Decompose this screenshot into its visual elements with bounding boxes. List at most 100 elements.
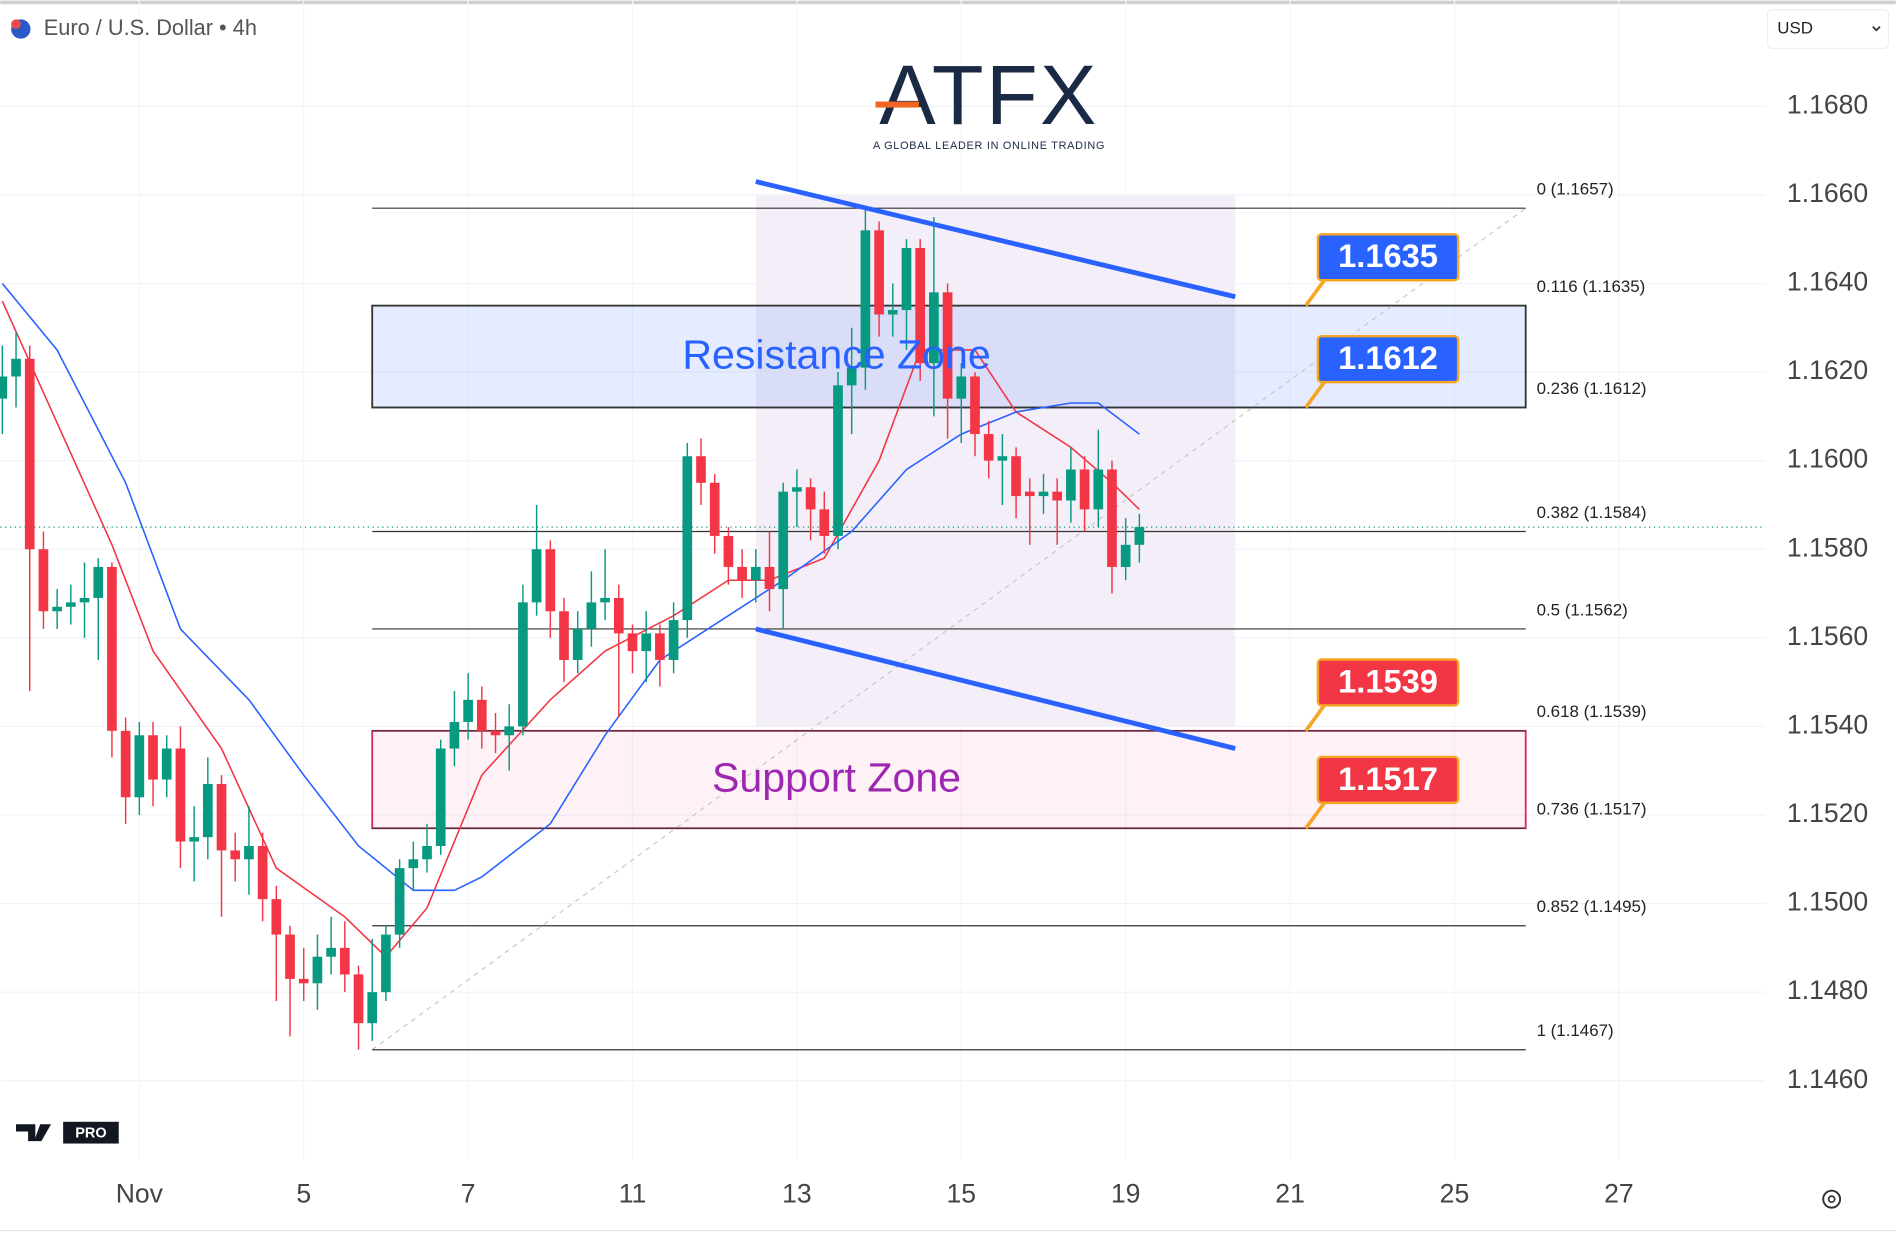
fib-level-label: 1 (1.1467) [1537, 1021, 1614, 1040]
price-tag-pointer [1304, 800, 1327, 830]
candle-body [79, 597, 90, 603]
candle-body [518, 602, 528, 727]
candle-body [531, 549, 542, 603]
candle-body [175, 748, 186, 842]
candle-body [956, 376, 967, 399]
price-tag [1316, 233, 1460, 282]
candle-body [504, 726, 515, 736]
candle-body [1066, 469, 1076, 501]
candle-body [1107, 469, 1117, 567]
candle-body [860, 230, 871, 368]
candle-body [0, 376, 8, 399]
candle-body [1079, 469, 1090, 510]
candle-body [887, 310, 898, 315]
candle-body [381, 934, 391, 993]
candle-body [723, 535, 734, 567]
x-tick-label: 5 [296, 1179, 311, 1209]
candle-body [422, 845, 432, 860]
y-tick-label: 1.1600 [1787, 444, 1868, 474]
candle-body [490, 730, 501, 736]
candle-body [709, 482, 720, 536]
candle-body [874, 230, 884, 315]
candle-body [846, 367, 857, 386]
candle-body [52, 606, 62, 612]
price-tag-pointer [1304, 277, 1327, 307]
price-tag [1316, 658, 1460, 707]
price-tag-label: 1.1539 [1338, 662, 1438, 699]
y-tick-label: 1.1620 [1787, 355, 1868, 385]
candle-body [38, 549, 49, 612]
candle-body [915, 248, 926, 364]
price-tag [1316, 755, 1460, 805]
fib-level-label: 0.736 (1.1517) [1537, 800, 1647, 819]
candle-body [120, 730, 131, 798]
y-tick-label: 1.1480 [1787, 975, 1868, 1005]
background-layer [0, 105, 1766, 1082]
candle-body [367, 992, 378, 1024]
candle-body [600, 597, 610, 603]
candle-body [298, 978, 309, 984]
candle-body [463, 699, 473, 722]
candle-body [1134, 527, 1145, 545]
candle-body [353, 974, 364, 1024]
candle-body [394, 868, 405, 935]
channel-trendline [755, 179, 1236, 300]
candle-body [737, 566, 747, 581]
candle-body [668, 620, 679, 660]
candle-body [970, 376, 980, 435]
candle-body [189, 837, 199, 842]
candle-body [1120, 544, 1131, 567]
candle-body [285, 934, 295, 979]
logo-accent [875, 101, 919, 108]
main-layer [0, 208, 1145, 1050]
y-tick-label: 1.1520 [1787, 798, 1868, 828]
candle-body [449, 721, 460, 749]
fib-level-label: 0.618 (1.1539) [1537, 702, 1647, 721]
currency-label[interactable]: USD [1777, 18, 1813, 37]
candle-body [901, 248, 912, 311]
candle-body [572, 628, 583, 660]
candle-body [942, 292, 953, 399]
candle-body [257, 845, 268, 900]
y-tick-label: 1.1560 [1787, 621, 1868, 651]
candle-body [750, 566, 761, 581]
candle-body [764, 566, 775, 590]
candle-body [271, 899, 282, 935]
candle-body [435, 748, 446, 846]
candle-body [613, 597, 624, 634]
y-tick-label: 1.1500 [1787, 887, 1868, 917]
candle-body [792, 487, 802, 492]
candle-body [339, 947, 350, 975]
price-tag-pointer [1304, 379, 1327, 409]
candle-body [929, 292, 939, 364]
candle-body [134, 735, 145, 798]
settings-icon[interactable] [1822, 1189, 1842, 1209]
candle-body [408, 859, 419, 869]
currency-select[interactable] [1766, 9, 1890, 49]
candle-body [696, 456, 706, 483]
pro-badge [63, 1121, 119, 1144]
candle-body [1052, 491, 1063, 501]
price-tag-label: 1.1517 [1338, 760, 1438, 797]
candle-body [983, 434, 994, 461]
candle-body [997, 456, 1008, 461]
candle-body [627, 633, 638, 652]
currency-chevron[interactable] [1872, 25, 1881, 32]
candle-body [1038, 491, 1049, 497]
candle-body [545, 549, 556, 612]
fib-level-label: 0.116 (1.1635) [1537, 277, 1646, 296]
logo-tagline: A GLOBAL LEADER IN ONLINE TRADING [873, 140, 1105, 152]
candle-body [778, 491, 789, 590]
candle-body [312, 956, 323, 984]
candle-body [1024, 491, 1035, 497]
candle-body [93, 566, 104, 598]
candle-body [216, 783, 227, 851]
settings-icon-core[interactable] [1827, 1195, 1836, 1204]
x-tick-label: 19 [1111, 1179, 1141, 1209]
candle-body [326, 947, 336, 957]
candle-body [1093, 469, 1104, 510]
candle-body [24, 358, 35, 550]
x-tick-label: 15 [947, 1179, 977, 1209]
fib-level-label: 0.852 (1.1495) [1537, 897, 1647, 916]
y-tick-label: 1.1660 [1787, 178, 1868, 208]
